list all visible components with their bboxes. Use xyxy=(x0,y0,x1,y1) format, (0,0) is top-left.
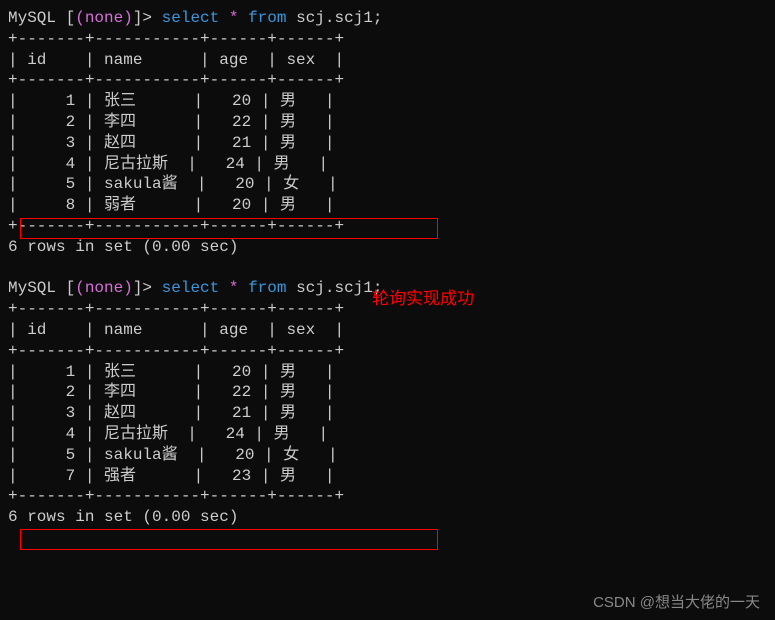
table-row: | 5 | sakula酱 | 20 | 女 | xyxy=(8,174,767,195)
table-row: | 7 | 强者 | 23 | 男 | xyxy=(8,466,767,487)
prompt-end: ]> xyxy=(133,9,162,27)
table-row: | 8 | 弱者 | 20 | 男 | xyxy=(8,195,767,216)
col-age: age xyxy=(219,321,248,339)
result-summary: 6 rows in set (0.00 sec) xyxy=(8,507,767,528)
from-keyword: from xyxy=(248,279,286,297)
table-row: | 1 | 张三 | 20 | 男 | xyxy=(8,91,767,112)
prompt-end: ]> xyxy=(133,279,162,297)
table-name: scj.scj1; xyxy=(286,279,382,297)
table-row: | 3 | 赵四 | 21 | 男 | xyxy=(8,133,767,154)
table-row: | 1 | 张三 | 20 | 男 | xyxy=(8,362,767,383)
table-row: | 4 | 尼古拉斯 | 24 | 男 | xyxy=(8,154,767,175)
annotation-text: 轮询实现成功 xyxy=(372,284,474,309)
from-keyword: from xyxy=(248,9,286,27)
table-divider: +-------+-----------+------+------+ xyxy=(8,29,767,50)
query2-data-rows: | 1 | 张三 | 20 | 男 || 2 | 李四 | 22 | 男 || … xyxy=(8,362,767,487)
mysql-prompt: MySQL [ xyxy=(8,9,75,27)
select-keyword: select xyxy=(162,9,220,27)
result-summary: 6 rows in set (0.00 sec) xyxy=(8,237,767,258)
table-divider: +-------+-----------+------+------+ xyxy=(8,341,767,362)
csdn-watermark: CSDN @想当大佬的一天 xyxy=(593,591,760,612)
mysql-prompt: MySQL [ xyxy=(8,279,75,297)
table-row: | 4 | 尼古拉斯 | 24 | 男 | xyxy=(8,424,767,445)
col-id: id xyxy=(27,321,46,339)
col-sex: sex xyxy=(286,51,315,69)
query1-prompt-line: MySQL [(none)]> select * from scj.scj1; xyxy=(8,8,767,29)
table-row: | 3 | 赵四 | 21 | 男 | xyxy=(8,403,767,424)
select-keyword: select xyxy=(162,279,220,297)
col-age: age xyxy=(219,51,248,69)
col-sex: sex xyxy=(286,321,315,339)
col-name: name xyxy=(104,321,142,339)
table-header-row: | id | name | age | sex | xyxy=(8,50,767,71)
none-db: (none) xyxy=(75,9,133,27)
blank-line xyxy=(8,258,767,279)
terminal-output: MySQL [(none)]> select * from scj.scj1; … xyxy=(8,8,767,528)
query1-data-rows: | 1 | 张三 | 20 | 男 || 2 | 李四 | 22 | 男 || … xyxy=(8,91,767,216)
table-row: | 2 | 李四 | 22 | 男 | xyxy=(8,112,767,133)
table-divider: +-------+-----------+------+------+ xyxy=(8,70,767,91)
highlight-row-2 xyxy=(20,529,438,550)
highlight-row-1 xyxy=(20,218,438,239)
table-divider: +-------+-----------+------+------+ xyxy=(8,486,767,507)
table-row: | 5 | sakula酱 | 20 | 女 | xyxy=(8,445,767,466)
none-db: (none) xyxy=(75,279,133,297)
col-id: id xyxy=(27,51,46,69)
table-row: | 2 | 李四 | 22 | 男 | xyxy=(8,382,767,403)
star-symbol: * xyxy=(219,9,248,27)
star-symbol: * xyxy=(219,279,248,297)
table-header-row: | id | name | age | sex | xyxy=(8,320,767,341)
table-name: scj.scj1; xyxy=(286,9,382,27)
col-name: name xyxy=(104,51,142,69)
